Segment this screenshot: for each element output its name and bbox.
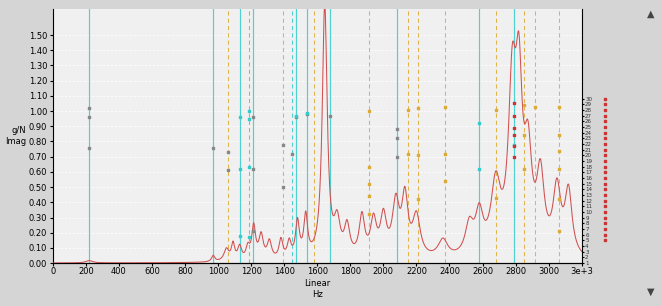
Point [518, 166, 529, 171]
Point [234, 233, 245, 238]
Text: ▲: ▲ [647, 9, 655, 19]
Point [553, 133, 564, 138]
Point [243, 116, 254, 121]
Point [403, 107, 414, 112]
Point [278, 185, 288, 189]
Point [247, 166, 258, 171]
Point [302, 112, 313, 117]
Point [84, 115, 95, 120]
Point [439, 151, 449, 156]
Point [325, 113, 336, 118]
Point [243, 109, 254, 114]
Point [84, 145, 95, 150]
Point [439, 104, 449, 109]
Point [302, 110, 313, 115]
Point [509, 133, 520, 138]
Point [553, 229, 564, 234]
Point [439, 179, 449, 184]
Point [403, 151, 414, 156]
Point [234, 166, 245, 171]
Y-axis label: g/N
Imag: g/N Imag [5, 126, 26, 146]
Point [223, 150, 233, 155]
Point [509, 144, 520, 148]
Text: ▼: ▼ [647, 287, 655, 297]
Point [363, 182, 373, 187]
Point [391, 127, 402, 132]
Point [290, 113, 301, 118]
Point [290, 115, 301, 120]
Point [243, 235, 254, 240]
Point [509, 101, 520, 106]
Point [363, 194, 373, 199]
Point [509, 154, 520, 159]
Point [509, 125, 520, 130]
Point [234, 115, 245, 120]
Point [243, 165, 254, 170]
Point [518, 133, 529, 138]
Point [553, 197, 564, 202]
Point [518, 103, 529, 107]
X-axis label: Linear
Hz: Linear Hz [304, 279, 330, 299]
Point [286, 151, 297, 156]
Point [412, 197, 423, 202]
Point [247, 115, 258, 120]
Point [391, 136, 402, 141]
Point [84, 106, 95, 110]
Point [490, 195, 501, 200]
Point [553, 166, 564, 171]
Point [363, 212, 373, 217]
Point [278, 142, 288, 147]
Point [412, 106, 423, 110]
Point [391, 154, 402, 159]
Point [530, 104, 541, 109]
Point [509, 113, 520, 118]
Point [553, 148, 564, 153]
Point [412, 153, 423, 158]
Point [509, 142, 520, 147]
Point [223, 168, 233, 173]
Point [363, 165, 373, 170]
Point [474, 166, 485, 171]
Point [490, 107, 501, 112]
Point [474, 121, 485, 126]
Point [247, 229, 258, 234]
Point [208, 145, 218, 150]
Point [363, 109, 373, 114]
Point [553, 104, 564, 109]
